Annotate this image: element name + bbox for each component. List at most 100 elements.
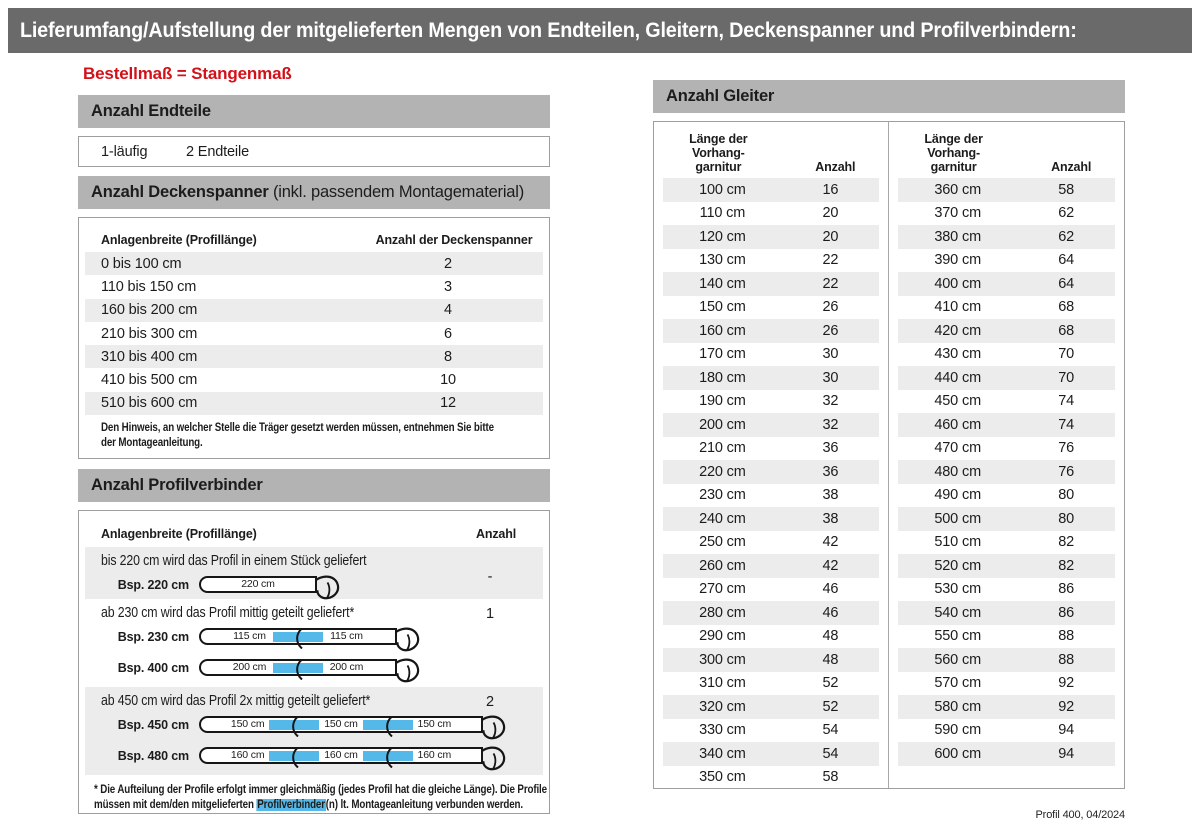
length-value: 430 cm	[934, 346, 981, 363]
deckenspanner-note: Den Hinweis, an welcher Stelle die Träge…	[79, 415, 549, 451]
gleiter-row: 350 cm 58	[663, 766, 879, 789]
count-value: 46	[822, 581, 839, 598]
length-value: 110 cm	[699, 205, 746, 222]
deckenspanner-heading-bold: Anzahl Deckenspanner	[91, 183, 269, 201]
count-value: 10	[440, 372, 456, 389]
gleiter-row: 260 cm 42	[663, 554, 879, 578]
count-value: 70	[1058, 346, 1075, 363]
col-header-laenge: Länge der Vorhang- garnitur	[889, 132, 1018, 174]
count-value: 30	[822, 369, 839, 386]
count-value: 22	[822, 252, 839, 269]
segment-length-label: 150 cm	[417, 718, 452, 731]
count-value: 36	[822, 440, 839, 457]
example-label: Bsp. 400 cm	[117, 660, 189, 675]
gleiter-row: 200 cm 32	[663, 413, 879, 437]
length-value: 200 cm	[699, 416, 746, 433]
segment-length-label: 115 cm	[233, 630, 266, 643]
endteile-count: 2 Endteile	[186, 143, 249, 160]
count-value: 82	[1058, 534, 1075, 551]
count-value: 16	[822, 181, 839, 198]
count-value: 26	[822, 322, 839, 339]
col-header-anzahl: Anzahl	[1051, 160, 1092, 174]
count-value: 92	[1058, 675, 1075, 692]
count-value: 38	[822, 487, 839, 504]
count-value: 76	[1058, 440, 1075, 457]
count-value: 32	[822, 393, 839, 410]
count-value: 42	[822, 534, 839, 551]
delivery-description: ab 450 cm wird das Profil 2x mittig gete…	[101, 693, 371, 710]
gleiter-row: 560 cm 88	[898, 648, 1115, 672]
footnote-line: müssen mit dem/den mitgelieferten Profil…	[94, 798, 523, 813]
count-value: 6	[444, 325, 452, 342]
count-value: 3	[444, 278, 452, 295]
length-value: 360 cm	[934, 181, 981, 198]
profile-example: Bsp. 480 cm 160 cm 160 cm 160 cm	[101, 740, 506, 771]
length-value: 440 cm	[934, 369, 981, 386]
gleiter-rows-left: 100 cm 16 110 cm 20 120 cm 20 130 cm 22 140 cm 22…	[654, 178, 888, 789]
count-value: 64	[1058, 252, 1075, 269]
delivery-description: bis 220 cm wird das Profil in einem Stüc…	[101, 553, 367, 570]
range-label: 0 bis 100 cm	[101, 255, 182, 272]
gleiter-row: 210 cm 36	[663, 437, 879, 461]
gleiter-row: 500 cm 80	[898, 507, 1115, 531]
rail-end-hook-icon	[315, 572, 342, 602]
count-value: 80	[1058, 510, 1075, 527]
gleiter-row: 100 cm 16	[663, 178, 879, 202]
col-header-laenge: Länge der Vorhang- garnitur	[654, 132, 783, 174]
gleiter-row: 330 cm 54	[663, 719, 879, 743]
gleiter-row: 530 cm 86	[898, 578, 1115, 602]
length-value: 160 cm	[699, 322, 746, 339]
joint-curve-icon	[382, 715, 394, 738]
count-value: 76	[1058, 463, 1075, 480]
gleiter-row: 460 cm 74	[898, 413, 1115, 437]
length-value: 410 cm	[934, 299, 981, 316]
count-value: 2	[444, 255, 452, 272]
gleiter-row: 600 cm 94	[898, 742, 1115, 766]
segment-length-label: 200 cm	[232, 661, 267, 674]
gleiter-table: Länge der Vorhang- garnitur Anzahl 100 c…	[653, 121, 1125, 789]
col-header-anzahl-deckenspanner: Anzahl der Deckenspanner	[375, 233, 533, 247]
gleiter-row: 420 cm 68	[898, 319, 1115, 343]
endteile-heading-label: Anzahl Endteile	[91, 102, 211, 120]
gleiter-row: 540 cm 86	[898, 601, 1115, 625]
length-value: 140 cm	[699, 275, 746, 292]
gleiter-row: 430 cm 70	[898, 343, 1115, 367]
count-value: 62	[1058, 205, 1075, 222]
rail-end-hook-icon	[481, 743, 508, 773]
count-value: 26	[822, 299, 839, 316]
deckenspanner-heading-rest: (inkl. passendem Montagematerial)	[268, 183, 525, 201]
gleiter-header-right: Länge der Vorhang- garnitur Anzahl	[889, 122, 1124, 178]
count-value: 22	[822, 275, 839, 292]
length-value: 280 cm	[699, 604, 746, 621]
col-header-anlagenbreite: Anlagenbreite (Profillänge)	[101, 233, 257, 247]
left-column: Bestellmaß = Stangenmaß Anzahl Endteile …	[78, 64, 550, 815]
gleiter-row: 390 cm 64	[898, 249, 1115, 273]
length-value: 210 cm	[699, 440, 746, 457]
length-value: 300 cm	[699, 651, 746, 668]
length-value: 120 cm	[699, 228, 746, 245]
joint-curve-icon	[288, 715, 300, 738]
count-value: 36	[822, 463, 839, 480]
range-label: 310 bis 400 cm	[101, 348, 198, 365]
gleiter-row: 180 cm 30	[663, 366, 879, 390]
gleiter-subtable-right: Länge der Vorhang- garnitur Anzahl 360 c…	[889, 122, 1124, 788]
rail-end-hook-icon	[395, 624, 422, 654]
joint-curve-icon	[288, 746, 300, 769]
deckenspanner-row: 160 bis 200 cm 4	[85, 298, 543, 322]
highlighted-term: Profilverbinder	[256, 799, 326, 812]
gleiter-heading: Anzahl Gleiter	[653, 80, 1125, 113]
count-value: 46	[822, 604, 839, 621]
gleiter-rows-right: 360 cm 58 370 cm 62 380 cm 62 390 cm 64 400 cm 64…	[889, 178, 1124, 766]
connector-count-value: 1	[486, 606, 494, 623]
length-value: 460 cm	[934, 416, 981, 433]
joint-curve-icon	[292, 627, 304, 650]
length-value: 310 cm	[699, 675, 746, 692]
profile-rail-diagram: 200 cm 200 cm	[199, 658, 420, 683]
gleiter-row: 440 cm 70	[898, 366, 1115, 390]
length-value: 330 cm	[699, 722, 746, 739]
profilverbinder-rows: bis 220 cm wird das Profil in einem Stüc…	[79, 547, 549, 776]
gleiter-row: 590 cm 94	[898, 719, 1115, 743]
segment-length-label: 160 cm	[417, 749, 452, 762]
count-value: 48	[822, 628, 839, 645]
length-value: 390 cm	[934, 252, 981, 269]
